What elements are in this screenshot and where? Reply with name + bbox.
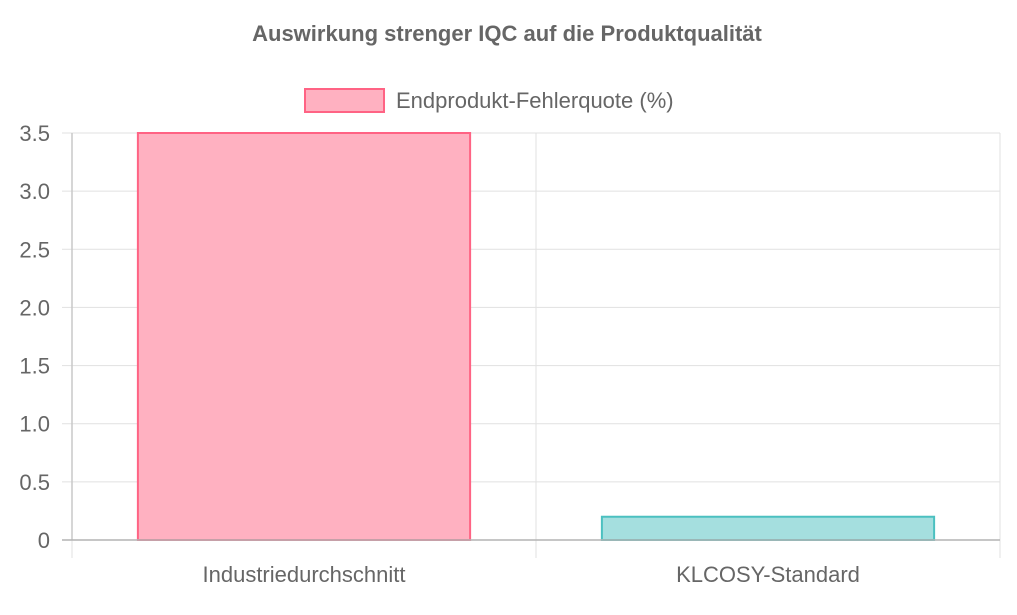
- legend-label: Endprodukt-Fehlerquote (%): [396, 88, 674, 113]
- x-tick-label: Industriedurchschnitt: [203, 562, 406, 587]
- bars: [136, 132, 936, 542]
- bar-klcosy-standard[interactable]: [600, 515, 936, 542]
- y-tick-label: 1.5: [19, 354, 50, 379]
- axes: [62, 133, 1000, 541]
- legend-swatch: [304, 88, 385, 113]
- x-axis-tick-labels: Industriedurchschnitt KLCOSY-Standard: [203, 562, 860, 587]
- y-axis-tick-labels: 0 0.5 1.0 1.5 2.0 2.5 3.0 3.5: [19, 121, 50, 553]
- legend[interactable]: Endprodukt-Fehlerquote (%): [304, 88, 674, 113]
- y-tick-label: 3.5: [19, 121, 50, 146]
- y-tick-label: 0: [38, 528, 50, 553]
- y-tick-label: 2.0: [19, 295, 50, 320]
- y-tick-label: 0.5: [19, 470, 50, 495]
- x-tick-label: KLCOSY-Standard: [676, 562, 860, 587]
- y-tick-label: 2.5: [19, 237, 50, 262]
- y-tick-label: 3.0: [19, 179, 50, 204]
- chart-title: Auswirkung strenger IQC auf die Produktq…: [252, 21, 762, 46]
- bar-industriedurchschnitt[interactable]: [136, 132, 472, 541]
- y-tick-label: 1.0: [19, 412, 50, 437]
